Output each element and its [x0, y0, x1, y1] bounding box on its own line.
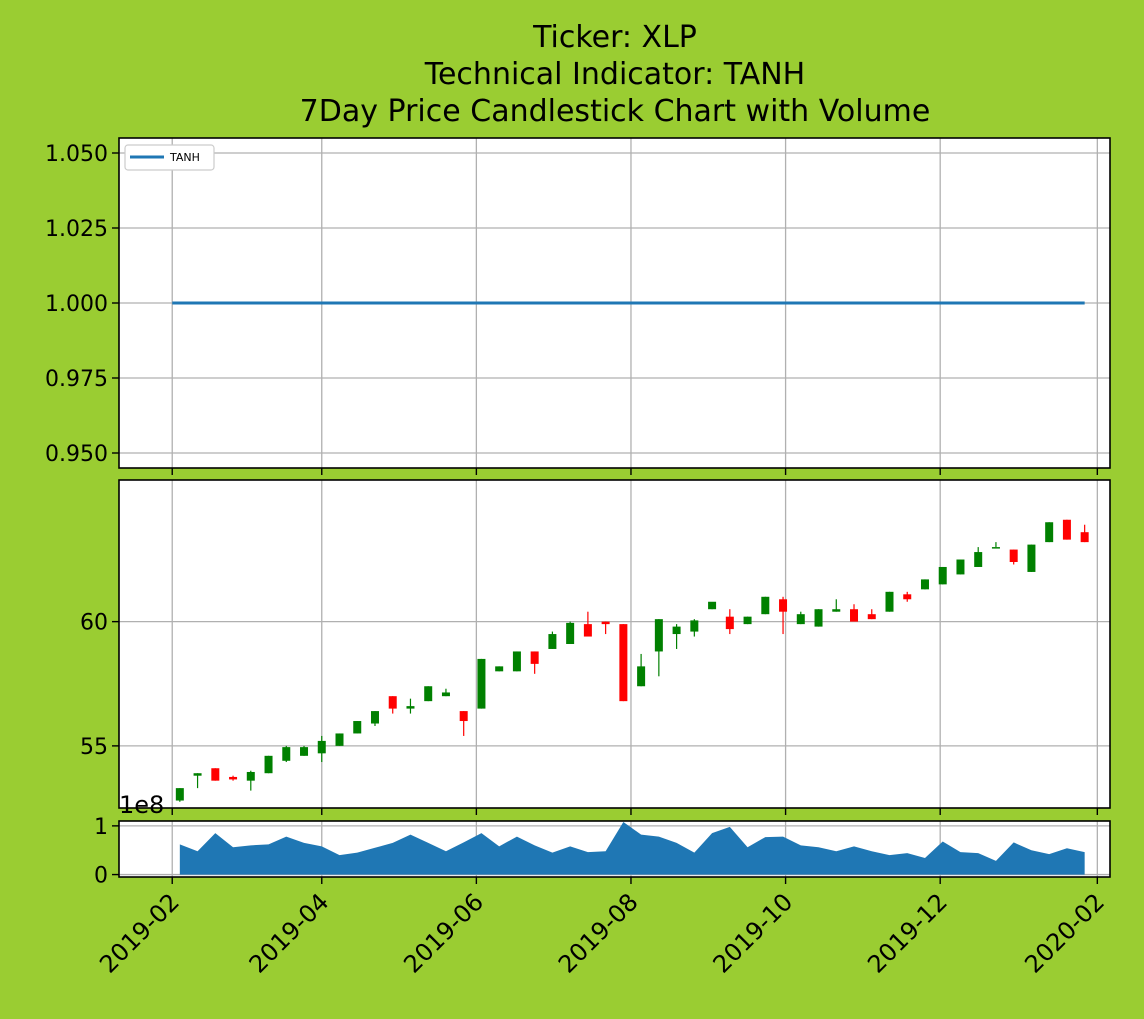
- candle-body: [991, 547, 1000, 549]
- candle-body: [637, 666, 646, 687]
- candle-body: [388, 696, 397, 709]
- candle-body: [583, 624, 592, 637]
- candle-body: [708, 601, 717, 610]
- price-y-tick-label: 55: [80, 735, 108, 760]
- title-line-1: Ticker: XLP: [532, 20, 697, 55]
- volume-y-tick-label: 1: [94, 815, 108, 840]
- indicator-panel: 0.950 0.975 1.000 1.025 1.050 TANH: [45, 137, 1111, 475]
- candle-body: [956, 559, 965, 575]
- volume-offset-label: 1e8: [119, 791, 164, 819]
- candle-body: [1045, 522, 1054, 543]
- volume-area: [179, 821, 1085, 875]
- price-candles: [175, 519, 1089, 802]
- indicator-grid: [119, 138, 1110, 468]
- candle-body: [193, 773, 202, 776]
- price-panel: 55 60: [80, 479, 1111, 815]
- candle-body: [512, 651, 521, 672]
- candle-body: [672, 626, 681, 635]
- candle-body: [743, 616, 752, 625]
- price-frame: [118, 479, 1111, 809]
- legend-box: [124, 144, 215, 171]
- candle-body: [974, 552, 983, 567]
- indicator-y-tick-label: 1.000: [45, 292, 108, 317]
- price-x-ticks: [171, 808, 1099, 815]
- candle-body: [1080, 532, 1089, 543]
- candle-body: [690, 620, 699, 632]
- candle-body: [300, 747, 309, 756]
- candle-body: [406, 706, 415, 709]
- indicator-y-ticks: 0.950 0.975 1.000 1.025 1.050: [45, 142, 119, 467]
- candle-body: [566, 622, 575, 644]
- legend-label-tanh: TANH: [169, 151, 200, 164]
- volume-y-ticks: 01: [94, 815, 119, 889]
- price-y-tick-label: 60: [80, 611, 108, 636]
- candle-body: [370, 711, 379, 724]
- indicator-y-tick-label: 0.975: [45, 367, 108, 392]
- volume-frame: [118, 820, 1111, 878]
- title-line-2: Technical Indicator: TANH: [424, 57, 806, 92]
- candle-body: [814, 609, 823, 627]
- title-line-3: 7Day Price Candlestick Chart with Volume: [300, 94, 931, 129]
- candle-body: [477, 658, 486, 709]
- candle-body: [317, 740, 326, 754]
- volume-series: [179, 821, 1085, 875]
- candle-body: [725, 616, 734, 630]
- candle-body: [1062, 519, 1071, 540]
- candle-body: [938, 566, 947, 585]
- candle-body: [867, 614, 876, 620]
- candle-body: [264, 755, 273, 774]
- candle-body: [441, 692, 450, 697]
- indicator-x-ticks: [171, 468, 1099, 475]
- indicator-y-tick-label: 1.025: [45, 217, 108, 242]
- volume-y-tick-label: 0: [94, 864, 108, 889]
- candle-body: [761, 596, 770, 615]
- candle-body: [1027, 544, 1036, 572]
- candle-body: [796, 614, 805, 625]
- candle-body: [654, 619, 663, 652]
- candle-body: [424, 686, 433, 702]
- candle-body: [335, 733, 344, 746]
- candle-body: [530, 651, 539, 664]
- candle-body: [601, 621, 610, 625]
- indicator-legend: TANH: [124, 144, 215, 171]
- candle-body: [920, 579, 929, 590]
- candle-body: [850, 609, 859, 622]
- candle-body: [495, 666, 504, 672]
- candle-body: [459, 711, 468, 722]
- candle-body: [832, 609, 841, 612]
- candle-body: [1009, 549, 1018, 562]
- candle-body: [619, 624, 628, 702]
- indicator-y-tick-label: 1.050: [45, 142, 108, 167]
- candle-body: [885, 591, 894, 612]
- candle-body: [353, 721, 362, 734]
- candle-body: [779, 599, 788, 612]
- indicator-y-tick-label: 0.950: [45, 442, 108, 467]
- candle-body: [903, 594, 912, 600]
- candle-body: [229, 776, 238, 780]
- candle-body: [548, 634, 557, 649]
- candle-body: [211, 768, 220, 781]
- candle-body: [282, 747, 291, 761]
- price-y-ticks: 55 60: [80, 611, 119, 760]
- candle-body: [175, 788, 184, 801]
- candle-body: [246, 771, 255, 781]
